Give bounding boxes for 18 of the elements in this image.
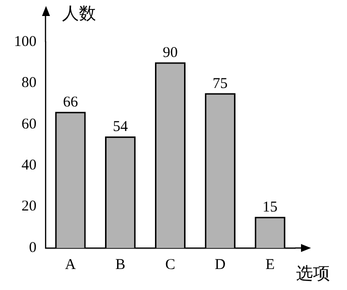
x-tick-label: E xyxy=(265,256,275,273)
y-tick-label: 0 xyxy=(29,240,36,256)
x-tick-label: C xyxy=(165,256,176,273)
data-label: 54 xyxy=(112,119,128,136)
data-label: 90 xyxy=(162,45,178,62)
y-tick-label: 20 xyxy=(22,198,36,215)
x-tick-label: B xyxy=(115,256,126,273)
y-tick-label: 80 xyxy=(22,75,36,92)
y-tick-label: 100 xyxy=(14,34,36,50)
data-label: 75 xyxy=(212,76,228,92)
x-tick-label: A xyxy=(65,256,76,273)
data-label: 66 xyxy=(62,94,78,110)
y-axis-title: 人数 xyxy=(62,3,96,25)
x-tick-label: D xyxy=(214,256,226,273)
y-tick-label: 60 xyxy=(22,116,36,132)
data-label: 15 xyxy=(262,200,278,216)
y-tick-label: 40 xyxy=(22,158,36,174)
x-axis-title: 选项 xyxy=(296,263,330,285)
